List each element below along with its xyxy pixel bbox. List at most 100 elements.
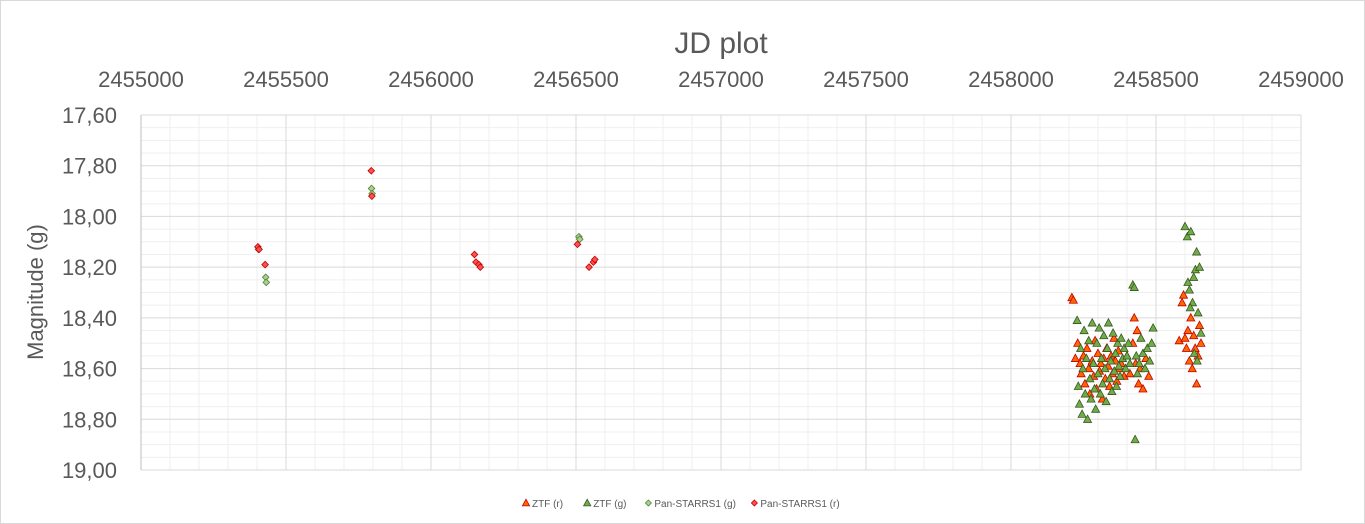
x-tick-label: 2456000 [388, 67, 474, 92]
triangle-marker [1089, 383, 1100, 393]
triangle-marker [1129, 282, 1139, 291]
triangle-marker [1084, 335, 1094, 345]
triangle-marker [1084, 363, 1094, 373]
triangle-marker [1144, 355, 1155, 365]
triangle-marker [1099, 330, 1109, 340]
triangle-marker [1114, 360, 1124, 370]
triangle-marker [1133, 378, 1144, 388]
triangle-marker [1094, 322, 1104, 332]
legend-item: Pan-STARRS1 (g) [644, 499, 736, 510]
y-tick-label: 19,00 [62, 458, 117, 483]
triangle-marker [1142, 343, 1152, 352]
legend-item: ZTF (r) [521, 498, 563, 510]
diamond-marker [573, 240, 582, 249]
x-tick-labels: 2455000 2455500 2456000 2456500 2457000 24575… [98, 67, 1344, 92]
diamond-marker [367, 192, 376, 201]
triangle-marker [1108, 328, 1118, 337]
y-tick-label: 17,80 [62, 154, 117, 179]
triangle-marker [1178, 289, 1189, 299]
triangle-marker [1181, 343, 1192, 352]
legend-marker [582, 498, 592, 507]
triangle-marker [1193, 307, 1203, 317]
triangle-marker [1078, 363, 1088, 373]
diamond-marker [590, 255, 599, 264]
diamond-marker [262, 278, 271, 287]
triangle-marker [1138, 383, 1148, 393]
triangle-marker [1185, 302, 1195, 312]
triangle-marker [1076, 368, 1086, 378]
triangle-marker [1068, 295, 1079, 304]
triangle-marker [1192, 355, 1202, 365]
triangle-marker [1129, 312, 1139, 322]
legend-marker [521, 498, 531, 507]
x-tick-label: 2457500 [823, 67, 909, 92]
triangle-marker [1095, 388, 1105, 398]
triangle-marker [1088, 358, 1099, 368]
triangle-marker [1074, 399, 1085, 408]
triangle-marker [1079, 325, 1089, 335]
triangle-marker [1183, 277, 1193, 286]
triangle-marker [1086, 393, 1096, 403]
triangle-marker [1123, 338, 1134, 347]
x-tick-label: 2455000 [98, 67, 184, 92]
y-tick-labels: 17,60 17,80 18,00 18,20 18,40 18,60 18,80 19,00 [62, 103, 117, 483]
diamond-marker [470, 250, 479, 259]
diamond-marker [476, 263, 485, 272]
x-tick-label: 2456500 [533, 67, 619, 92]
triangle-marker [1097, 378, 1108, 388]
legend-label: ZTF (g) [593, 499, 626, 510]
triangle-marker [1075, 358, 1085, 368]
x-tick-label: 2459000 [1258, 67, 1344, 92]
x-tick-label: 2458000 [968, 67, 1054, 92]
triangle-marker [1110, 348, 1121, 357]
legend: ZTF (r) ZTF (g) Pan-STARRS1 (g) Pan-STARRS1… [521, 498, 840, 510]
triangle-marker [1187, 363, 1197, 373]
triangle-marker [1073, 381, 1083, 390]
triangle-marker [1093, 368, 1103, 378]
triangle-marker [1144, 371, 1154, 380]
triangle-marker [1131, 350, 1141, 360]
triangle-marker [1180, 221, 1190, 231]
triangle-marker [1080, 388, 1090, 398]
diamond-marker [575, 235, 584, 244]
triangle-marker [1183, 325, 1193, 335]
triangle-marker [1070, 353, 1081, 362]
triangle-marker [1191, 378, 1202, 388]
series-1 [1067, 289, 1206, 403]
triangle-marker [1091, 404, 1101, 413]
x-tick-label: 2455500 [243, 67, 329, 92]
triangle-marker [1109, 366, 1119, 375]
triangle-marker [1186, 312, 1196, 322]
triangle-marker [1081, 353, 1092, 362]
triangle-marker [1134, 358, 1144, 368]
triangle-marker [1075, 343, 1086, 352]
triangle-marker [1109, 333, 1119, 342]
triangle-marker [1104, 373, 1115, 383]
triangle-marker [1180, 333, 1190, 342]
legend-marker [750, 499, 758, 507]
triangle-marker [1146, 338, 1157, 347]
triangle-marker [1116, 333, 1126, 342]
triangle-marker [1106, 355, 1116, 365]
triangle-marker [1136, 333, 1146, 342]
triangle-marker [1194, 262, 1205, 271]
legend-marker [644, 499, 652, 507]
legend-label: Pan-STARRS1 (r) [760, 499, 839, 510]
triangle-marker [1073, 338, 1083, 347]
triangle-marker [1122, 350, 1132, 360]
triangle-marker [1184, 355, 1195, 365]
triangle-marker [1080, 378, 1090, 388]
triangle-marker [1196, 338, 1206, 347]
legend-label: ZTF (r) [532, 499, 563, 510]
triangle-marker [1087, 317, 1097, 327]
triangle-marker [1107, 386, 1117, 395]
triangle-marker [1182, 231, 1192, 241]
triangle-marker [1072, 315, 1082, 324]
triangle-marker [1115, 371, 1125, 380]
y-tick-label: 18,40 [62, 306, 117, 331]
triangle-marker [1148, 322, 1158, 332]
series-3 [254, 184, 584, 287]
triangle-marker [1092, 338, 1102, 347]
